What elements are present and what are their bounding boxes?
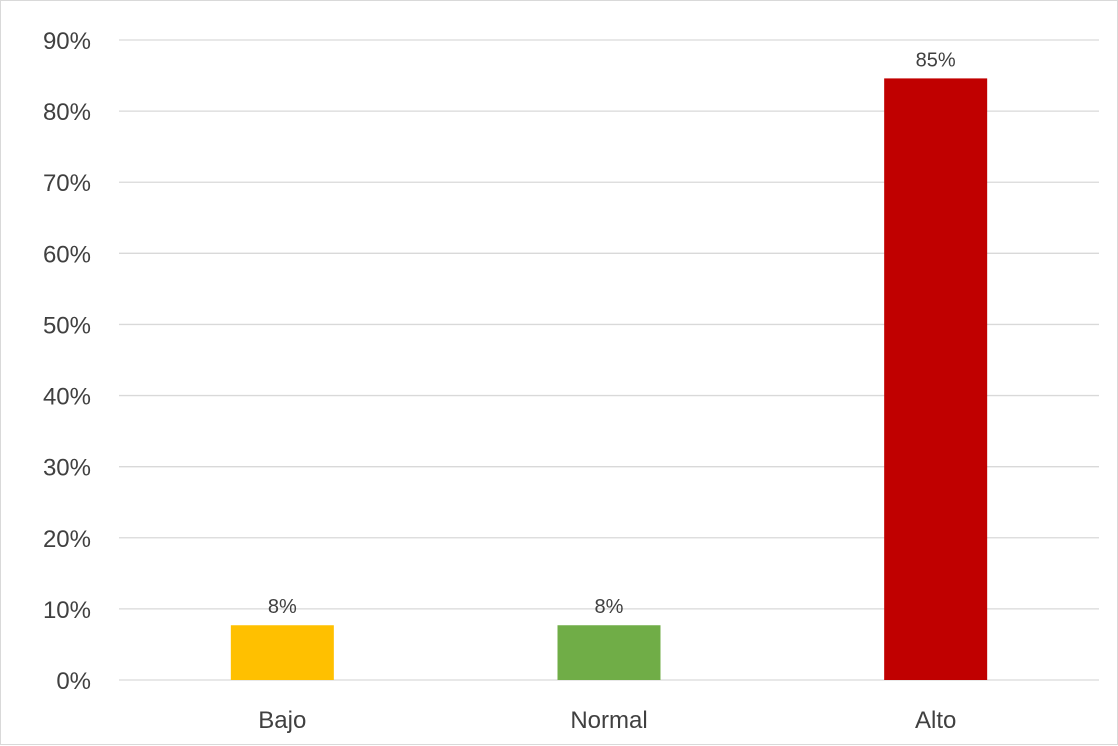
data-label-bajo: 8%: [268, 596, 297, 618]
bar-alto: [884, 78, 988, 680]
y-tick-label: 90%: [43, 28, 91, 55]
data-labels: 8% 8% 85%: [268, 49, 956, 618]
y-tick-label: 50%: [43, 312, 91, 339]
y-tick-label: 20%: [43, 526, 91, 553]
y-tick-label: 60%: [43, 241, 91, 268]
y-tick-label: 30%: [43, 455, 91, 482]
bars: [230, 78, 988, 680]
data-label-normal: 8%: [595, 596, 624, 618]
y-tick-label: 0%: [56, 668, 91, 695]
bar-bajo: [230, 625, 334, 680]
x-axis-ticks: Bajo Normal Alto: [258, 707, 956, 734]
gridlines: [119, 39, 1099, 681]
x-tick-label: Alto: [915, 707, 956, 734]
data-label-alto: 85%: [916, 49, 956, 71]
y-axis-ticks: 0% 10% 20% 30% 40% 50% 60% 70% 80% 90%: [43, 28, 91, 695]
y-tick-label: 40%: [43, 384, 91, 411]
bar-normal: [557, 625, 661, 680]
y-tick-label: 80%: [43, 99, 91, 126]
y-tick-label: 10%: [43, 597, 91, 624]
x-tick-label: Bajo: [258, 707, 306, 734]
x-tick-label: Normal: [570, 707, 647, 734]
y-tick-label: 70%: [43, 170, 91, 197]
